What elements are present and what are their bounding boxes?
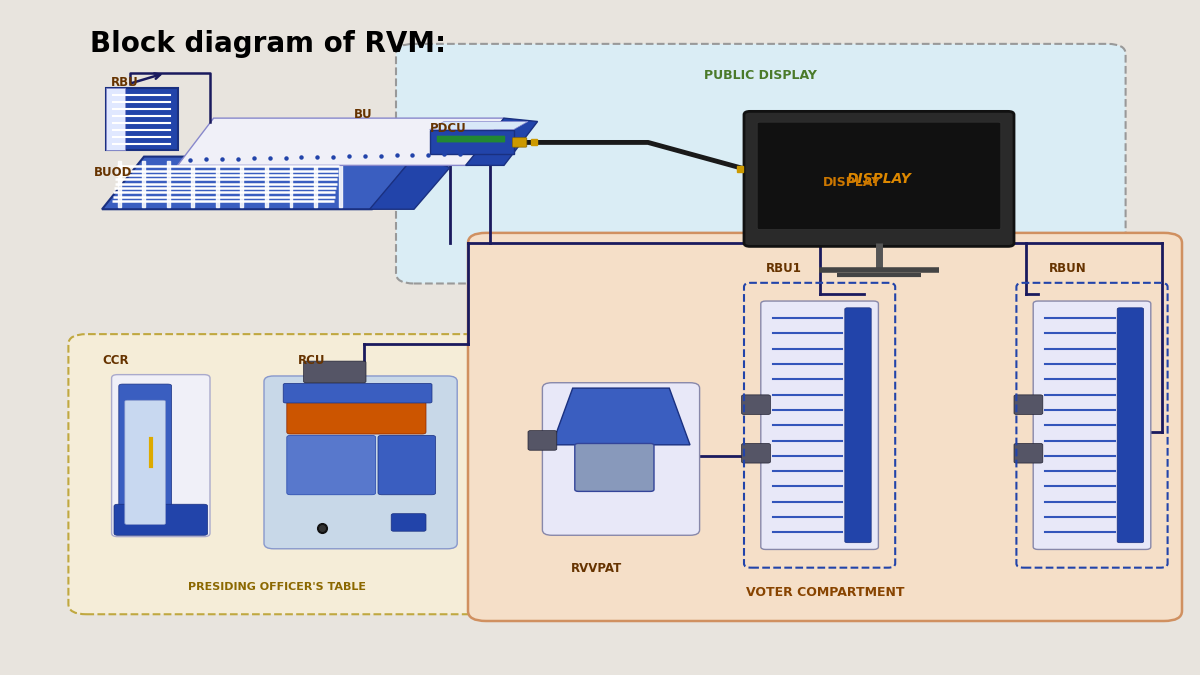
FancyBboxPatch shape bbox=[528, 431, 557, 450]
Text: RBU: RBU bbox=[110, 76, 138, 89]
FancyBboxPatch shape bbox=[1117, 308, 1144, 543]
FancyBboxPatch shape bbox=[125, 400, 166, 524]
Polygon shape bbox=[106, 88, 178, 150]
FancyBboxPatch shape bbox=[391, 514, 426, 531]
Polygon shape bbox=[430, 130, 514, 154]
Text: RCU: RCU bbox=[298, 354, 325, 367]
Text: PUBLIC DISPLAY: PUBLIC DISPLAY bbox=[704, 69, 817, 82]
FancyBboxPatch shape bbox=[437, 136, 505, 142]
Text: RVVPAT: RVVPAT bbox=[571, 562, 623, 575]
FancyBboxPatch shape bbox=[742, 395, 770, 414]
FancyBboxPatch shape bbox=[742, 443, 770, 463]
Text: CCR: CCR bbox=[102, 354, 128, 367]
FancyBboxPatch shape bbox=[468, 233, 1182, 621]
FancyBboxPatch shape bbox=[119, 384, 172, 530]
FancyBboxPatch shape bbox=[287, 435, 376, 495]
FancyBboxPatch shape bbox=[1014, 443, 1043, 463]
FancyBboxPatch shape bbox=[575, 443, 654, 491]
Text: PDCU: PDCU bbox=[430, 122, 467, 135]
FancyBboxPatch shape bbox=[68, 334, 486, 614]
Text: RBUN: RBUN bbox=[1049, 262, 1086, 275]
FancyBboxPatch shape bbox=[112, 375, 210, 537]
Text: Block diagram of RVM:: Block diagram of RVM: bbox=[90, 30, 446, 58]
FancyBboxPatch shape bbox=[1014, 395, 1043, 414]
FancyBboxPatch shape bbox=[542, 383, 700, 535]
FancyBboxPatch shape bbox=[512, 138, 527, 147]
Text: BU: BU bbox=[354, 108, 373, 122]
Polygon shape bbox=[102, 157, 414, 209]
FancyBboxPatch shape bbox=[304, 361, 366, 383]
Text: DISPLAY: DISPLAY bbox=[823, 176, 881, 189]
Polygon shape bbox=[370, 157, 450, 209]
FancyBboxPatch shape bbox=[287, 402, 426, 434]
Text: VOTER COMPARTMENT: VOTER COMPARTMENT bbox=[745, 586, 905, 599]
Polygon shape bbox=[106, 88, 125, 150]
Polygon shape bbox=[178, 118, 504, 165]
FancyBboxPatch shape bbox=[283, 383, 432, 403]
FancyBboxPatch shape bbox=[744, 111, 1014, 246]
Polygon shape bbox=[430, 122, 528, 130]
FancyBboxPatch shape bbox=[1033, 301, 1151, 549]
Text: DISPLAY: DISPLAY bbox=[847, 172, 911, 186]
FancyBboxPatch shape bbox=[114, 504, 208, 535]
Text: BUOD: BUOD bbox=[94, 165, 132, 179]
FancyBboxPatch shape bbox=[396, 44, 1126, 284]
Polygon shape bbox=[466, 118, 538, 165]
FancyBboxPatch shape bbox=[761, 301, 878, 549]
FancyBboxPatch shape bbox=[378, 435, 436, 495]
Polygon shape bbox=[552, 388, 690, 445]
FancyBboxPatch shape bbox=[757, 122, 1001, 230]
FancyBboxPatch shape bbox=[845, 308, 871, 543]
FancyBboxPatch shape bbox=[264, 376, 457, 549]
Text: RBU1: RBU1 bbox=[766, 262, 802, 275]
Text: PRESIDING OFFICER'S TABLE: PRESIDING OFFICER'S TABLE bbox=[188, 582, 366, 592]
